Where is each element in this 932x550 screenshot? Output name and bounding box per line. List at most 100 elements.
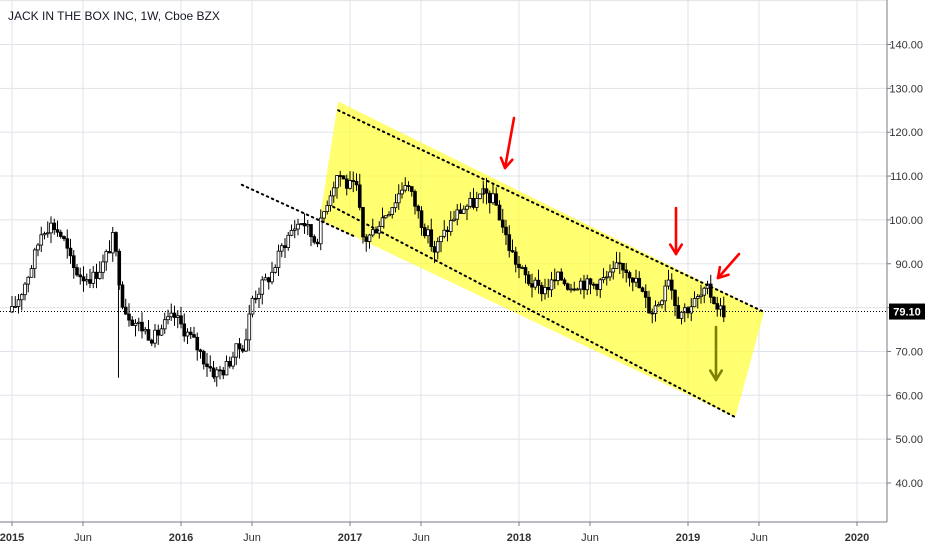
candle-body — [62, 236, 66, 240]
last-price-label: 79.10 — [889, 303, 925, 320]
x-tick-label: Jun — [412, 532, 430, 544]
candle-body — [354, 180, 359, 186]
chart-grid — [0, 0, 887, 522]
y-tick-label: 90.00 — [895, 259, 923, 271]
candle-body — [315, 241, 320, 245]
candle-body — [273, 267, 278, 273]
candle-body — [260, 279, 265, 295]
candle-body — [439, 235, 443, 243]
candle-body — [276, 250, 281, 268]
candle-body — [36, 244, 40, 251]
candle-body — [435, 241, 440, 253]
trend-channel — [319, 101, 765, 418]
candle-body — [604, 276, 609, 279]
candle-body — [692, 298, 697, 308]
channel-upper-trendline — [337, 109, 766, 313]
candle-body — [422, 227, 427, 237]
candle-body — [530, 283, 534, 288]
candle-body — [491, 193, 495, 204]
candle-body — [549, 279, 554, 291]
candle-body — [367, 234, 372, 242]
candle-body — [396, 193, 401, 204]
candle-body — [517, 263, 521, 269]
candle-body — [335, 175, 339, 189]
candle-body — [708, 283, 713, 298]
candle-body — [88, 279, 92, 284]
candle-body — [650, 312, 655, 315]
candle-body — [140, 321, 144, 332]
y-tick-label: 60.00 — [895, 390, 923, 402]
candle-body — [695, 296, 700, 299]
candle-body — [669, 279, 674, 291]
candle-body — [500, 219, 505, 228]
candle-body — [179, 315, 183, 325]
y-tick-label: 130.00 — [889, 83, 923, 95]
candle-body — [413, 191, 417, 207]
candle-body — [123, 306, 128, 315]
x-tick-label: 2018 — [507, 532, 531, 544]
candle-body — [149, 339, 154, 344]
x-tick-label: 2019 — [676, 532, 700, 544]
candle-body — [445, 229, 450, 232]
candle-body — [611, 268, 616, 273]
candle-body — [175, 315, 180, 318]
candle-body — [507, 234, 512, 251]
candle-body — [559, 271, 564, 281]
y-tick-label: 70.00 — [895, 346, 923, 358]
candle-body — [474, 198, 479, 208]
candle-body — [29, 268, 34, 278]
candle-body — [133, 322, 138, 326]
candle-body — [526, 274, 531, 285]
candle-body — [182, 323, 187, 337]
candle-body — [614, 262, 619, 269]
candle-body — [452, 218, 456, 221]
candle-body — [357, 184, 362, 208]
candle-body — [660, 300, 664, 305]
candle-body — [231, 356, 235, 367]
candle-body — [471, 198, 476, 208]
candle-body — [504, 226, 508, 236]
candle-body — [679, 311, 684, 319]
candle-body — [257, 293, 261, 299]
candle-body — [601, 277, 606, 281]
candle-body — [91, 271, 96, 284]
candle-body — [45, 232, 50, 235]
red-arrow-1 — [499, 116, 516, 170]
candle-body — [702, 287, 707, 296]
candle-body — [647, 296, 651, 314]
candle-body — [578, 280, 583, 290]
y-tick-label: 50.00 — [895, 434, 923, 446]
candle-body — [656, 304, 661, 307]
y-tick-label: 100.00 — [889, 215, 923, 227]
candle-body — [455, 209, 460, 220]
candle-body — [309, 224, 313, 238]
candle-body — [621, 262, 625, 271]
candle-body — [387, 214, 391, 217]
candle-body — [289, 229, 294, 236]
candle-body — [419, 210, 424, 228]
x-tick-label: Jun — [750, 532, 768, 544]
candle-body — [195, 336, 200, 351]
candle-body — [624, 269, 629, 274]
candle-body — [49, 222, 53, 234]
candle-body — [247, 313, 252, 341]
arrow-head — [499, 156, 514, 170]
candle-body — [484, 188, 489, 194]
candle-body — [400, 189, 404, 195]
candle-body — [188, 331, 193, 335]
candle-body — [591, 283, 596, 286]
candle-body — [237, 343, 242, 350]
candle-body — [468, 198, 473, 207]
candle-body — [39, 234, 44, 246]
candle-body — [32, 249, 37, 269]
x-tick-label: Jun — [581, 532, 599, 544]
candle-body — [250, 297, 255, 315]
candle-body — [478, 193, 482, 199]
candle-body — [234, 343, 239, 358]
y-tick-label: 120.00 — [889, 127, 923, 139]
candle-body — [637, 277, 642, 289]
candle-body — [26, 276, 31, 285]
x-tick-label: Jun — [243, 532, 261, 544]
